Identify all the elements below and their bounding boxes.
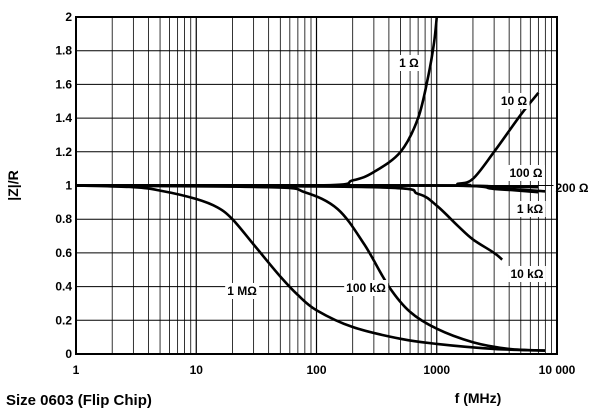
y-tick-label: 0: [65, 347, 72, 361]
y-tick-label: 0.2: [55, 313, 72, 327]
curve-label: 200 Ω: [553, 180, 591, 196]
series-line: [75, 184, 546, 352]
curve-label: 1 kΩ: [514, 201, 546, 217]
curve-label-text: 1 Ω: [399, 56, 419, 70]
curve-label-text: 10 Ω: [501, 94, 528, 108]
x-tick-label: 10: [190, 363, 204, 377]
y-tick-label: 1.4: [55, 111, 72, 125]
y-tick-label: 0.6: [55, 246, 72, 260]
curve-label-text: 10 kΩ: [511, 267, 544, 281]
x-tick-label: 1: [73, 363, 80, 377]
curve-label-bg: [498, 93, 530, 109]
x-tick-label: 100: [306, 363, 326, 377]
curves: [75, 16, 546, 352]
curve-label-text: 1 MΩ: [227, 284, 257, 298]
series-line: [75, 16, 439, 188]
chart-caption: Size 0603 (Flip Chip): [6, 392, 152, 409]
curve-label: 1 Ω: [397, 55, 422, 71]
y-tick-label: 1.2: [55, 145, 72, 159]
curve-label-bg: [553, 180, 591, 196]
curve-label-text: 1 kΩ: [517, 202, 544, 216]
curve-label: 100 kΩ: [344, 280, 389, 296]
curve-label-bg: [225, 283, 260, 299]
x-axis-label: f (MHz): [455, 390, 502, 406]
curve-label-bg: [508, 266, 546, 282]
y-axis-label: |Z|/R: [5, 170, 21, 200]
curve-label-text: 100 Ω: [510, 166, 543, 180]
curve-label-bg: [344, 280, 389, 296]
curve-label-text: 200 Ω: [556, 181, 589, 195]
curve-label-bg: [397, 55, 422, 71]
tick-labels: 0 0.2 0.4 0.6 0.8 1 1.2 1.4 1.6 1.8 2 1 10 100 1000 10 …: [55, 10, 575, 377]
curve-label-bg: [514, 201, 546, 217]
y-tick-label: 0.8: [55, 212, 72, 226]
y-tick-label: 1.6: [55, 77, 72, 91]
series-line: [75, 184, 546, 352]
y-tick-label: 1.8: [55, 44, 72, 58]
curve-labels: 1 Ω 10 Ω 100 Ω 200 Ω 1 kΩ 10 kΩ 100 kΩ 1 MΩ: [225, 55, 591, 299]
plot-frame: [75, 16, 558, 355]
curve-label: 100 Ω: [507, 165, 545, 181]
y-tick-label: 0.4: [55, 280, 72, 294]
curve-label-text: 100 kΩ: [346, 281, 386, 295]
x-tick-label: 1000: [423, 363, 450, 377]
y-tick-label: 1: [65, 179, 72, 193]
series-line: [75, 91, 540, 187]
y-tick-label: 2: [65, 10, 72, 24]
curve-label: 10 Ω: [498, 93, 530, 109]
curve-label-bg: [507, 165, 545, 181]
curve-label: 10 kΩ: [508, 266, 546, 282]
curve-label: 1 MΩ: [225, 283, 260, 299]
series-line: [75, 184, 504, 261]
x-tick-label: 10 000: [539, 363, 576, 377]
